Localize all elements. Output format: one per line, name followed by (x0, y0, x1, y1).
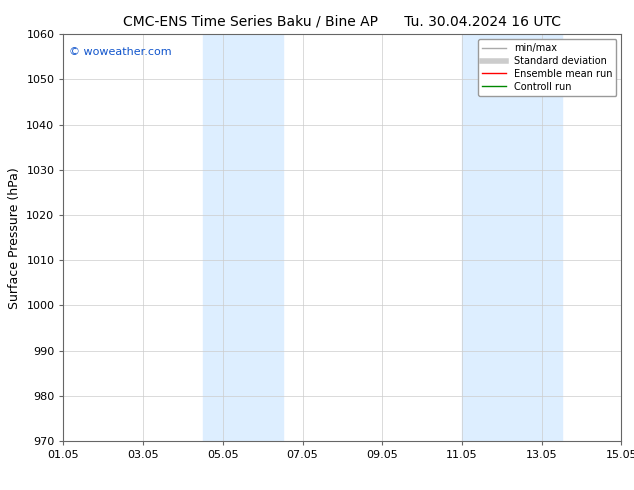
Y-axis label: Surface Pressure (hPa): Surface Pressure (hPa) (8, 167, 21, 309)
Text: © woweather.com: © woweather.com (69, 47, 172, 56)
Legend: min/max, Standard deviation, Ensemble mean run, Controll run: min/max, Standard deviation, Ensemble me… (478, 39, 616, 96)
Title: CMC-ENS Time Series Baku / Bine AP      Tu. 30.04.2024 16 UTC: CMC-ENS Time Series Baku / Bine AP Tu. 3… (124, 15, 561, 29)
Bar (203, 34, 283, 441)
Bar (462, 34, 562, 441)
